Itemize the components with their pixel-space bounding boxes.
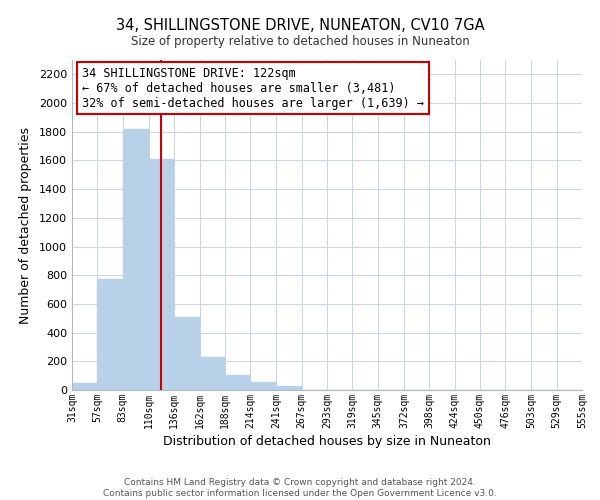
Bar (199, 357, 225, 390)
X-axis label: Distribution of detached houses by size in Nuneaton: Distribution of detached houses by size … (163, 435, 491, 448)
Bar (174, 317, 200, 390)
Bar (149, 159, 174, 390)
Bar (250, 382, 277, 390)
Text: Contains HM Land Registry data © Crown copyright and database right 2024.
Contai: Contains HM Land Registry data © Crown c… (103, 478, 497, 498)
Bar (72, 383, 97, 390)
Text: 34, SHILLINGSTONE DRIVE, NUNEATON, CV10 7GA: 34, SHILLINGSTONE DRIVE, NUNEATON, CV10 … (116, 18, 484, 32)
Y-axis label: Number of detached properties: Number of detached properties (19, 126, 32, 324)
Bar (122, 129, 149, 390)
Text: Size of property relative to detached houses in Nuneaton: Size of property relative to detached ho… (131, 35, 469, 48)
Bar (277, 386, 302, 390)
Bar (225, 375, 250, 390)
Text: 34 SHILLINGSTONE DRIVE: 122sqm
← 67% of detached houses are smaller (3,481)
32% : 34 SHILLINGSTONE DRIVE: 122sqm ← 67% of … (82, 66, 424, 110)
Bar (97, 279, 122, 390)
